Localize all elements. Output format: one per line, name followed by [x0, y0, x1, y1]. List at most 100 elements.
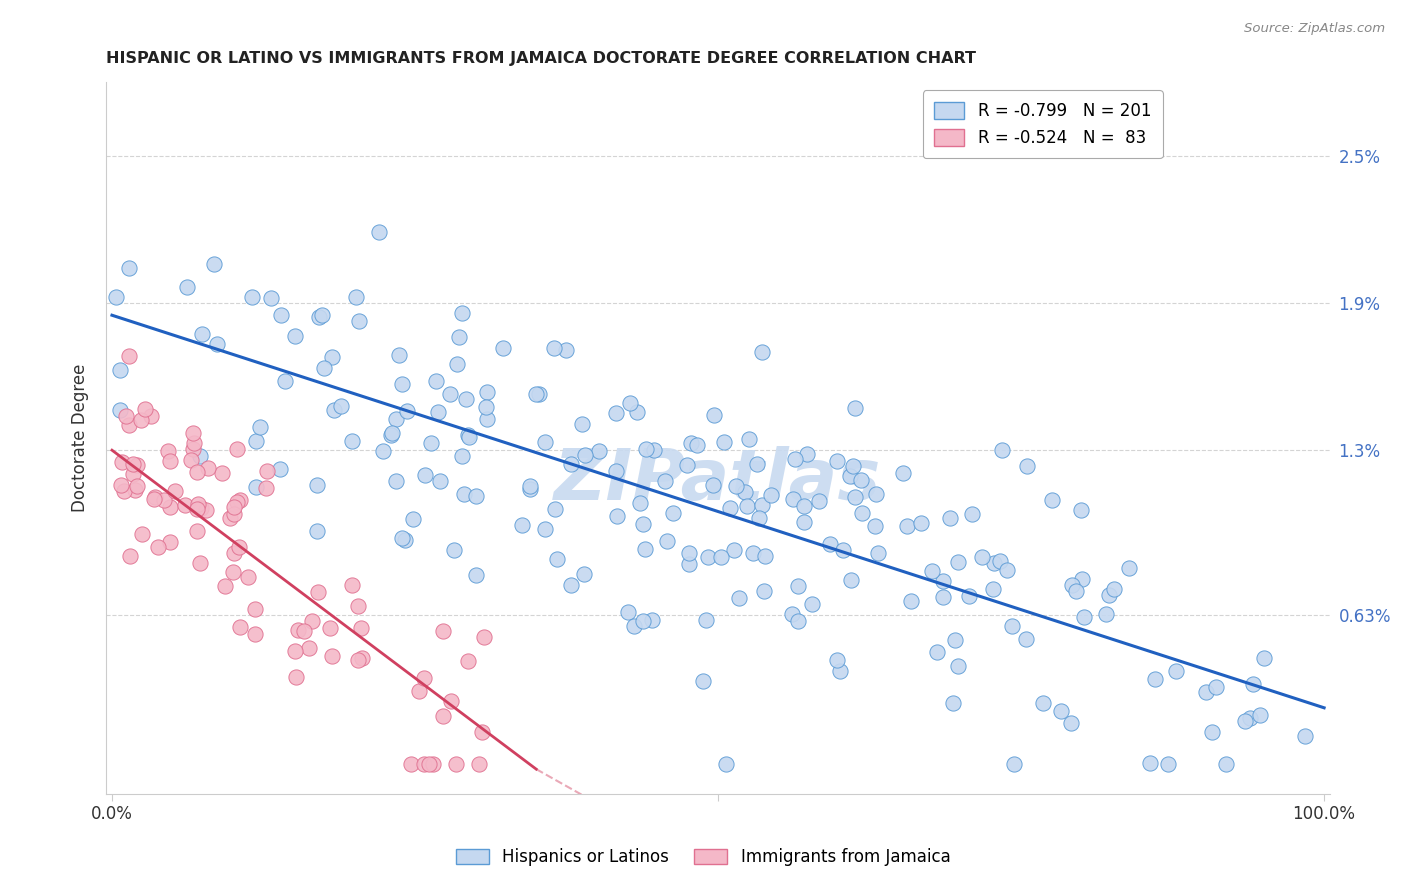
Point: [451, 449, 474, 463]
Point: [838, 468, 860, 483]
Point: [543, 342, 565, 356]
Point: [725, 479, 748, 493]
Point: [285, 670, 308, 684]
Point: [245, 434, 267, 448]
Point: [718, 501, 741, 516]
Point: [186, 502, 208, 516]
Point: [654, 475, 676, 489]
Point: [796, 447, 818, 461]
Point: [243, 602, 266, 616]
Point: [301, 614, 323, 628]
Point: [710, 549, 733, 564]
Point: [681, 435, 703, 450]
Point: [125, 479, 148, 493]
Point: [444, 757, 467, 772]
Point: [1015, 632, 1038, 646]
Point: [110, 455, 132, 469]
Point: [159, 535, 181, 549]
Point: [1194, 684, 1216, 698]
Point: [939, 511, 962, 525]
Point: [420, 436, 443, 450]
Point: [713, 435, 735, 450]
Point: [191, 327, 214, 342]
Point: [394, 533, 416, 547]
Point: [408, 683, 430, 698]
Point: [413, 468, 436, 483]
Point: [787, 579, 810, 593]
Point: [159, 500, 181, 515]
Point: [759, 487, 782, 501]
Text: HISPANIC OR LATINO VS IMMIGRANTS FROM JAMAICA DOCTORATE DEGREE CORRELATION CHART: HISPANIC OR LATINO VS IMMIGRANTS FROM JA…: [105, 51, 976, 66]
Point: [110, 478, 132, 492]
Point: [678, 557, 700, 571]
Point: [714, 757, 737, 772]
Point: [228, 540, 250, 554]
Point: [124, 483, 146, 497]
Point: [454, 392, 477, 407]
Point: [619, 396, 641, 410]
Point: [925, 645, 948, 659]
Point: [957, 590, 980, 604]
Point: [395, 404, 418, 418]
Point: [471, 724, 494, 739]
Point: [748, 511, 770, 525]
Point: [110, 403, 132, 417]
Point: [387, 348, 409, 362]
Point: [1205, 680, 1227, 694]
Point: [347, 314, 370, 328]
Point: [319, 621, 342, 635]
Point: [946, 555, 969, 569]
Point: [451, 306, 474, 320]
Point: [492, 341, 515, 355]
Point: [110, 362, 132, 376]
Point: [472, 630, 495, 644]
Point: [238, 569, 260, 583]
Point: [1032, 696, 1054, 710]
Point: [865, 518, 887, 533]
Point: [314, 361, 336, 376]
Point: [211, 466, 233, 480]
Point: [344, 290, 367, 304]
Point: [946, 659, 969, 673]
Point: [825, 653, 848, 667]
Point: [186, 465, 208, 479]
Point: [340, 578, 363, 592]
Point: [143, 492, 166, 507]
Point: [800, 597, 823, 611]
Point: [112, 483, 135, 498]
Point: [146, 540, 169, 554]
Point: [190, 500, 212, 515]
Point: [1239, 711, 1261, 725]
Point: [391, 376, 413, 391]
Point: [464, 568, 486, 582]
Point: [197, 460, 219, 475]
Point: [617, 605, 640, 619]
Point: [104, 290, 127, 304]
Point: [695, 613, 717, 627]
Point: [134, 402, 156, 417]
Point: [475, 412, 498, 426]
Point: [429, 474, 451, 488]
Point: [628, 496, 651, 510]
Point: [742, 545, 765, 559]
Point: [678, 546, 700, 560]
Point: [401, 757, 423, 772]
Point: [418, 757, 440, 772]
Point: [1118, 561, 1140, 575]
Point: [633, 614, 655, 628]
Point: [555, 343, 578, 357]
Point: [662, 506, 685, 520]
Point: [636, 442, 658, 456]
Point: [308, 310, 330, 324]
Point: [1201, 725, 1223, 739]
Point: [254, 481, 277, 495]
Point: [311, 309, 333, 323]
Point: [738, 432, 761, 446]
Point: [453, 487, 475, 501]
Point: [640, 613, 662, 627]
Point: [181, 442, 204, 456]
Point: [1070, 572, 1092, 586]
Point: [634, 542, 657, 557]
Point: [329, 399, 352, 413]
Point: [131, 527, 153, 541]
